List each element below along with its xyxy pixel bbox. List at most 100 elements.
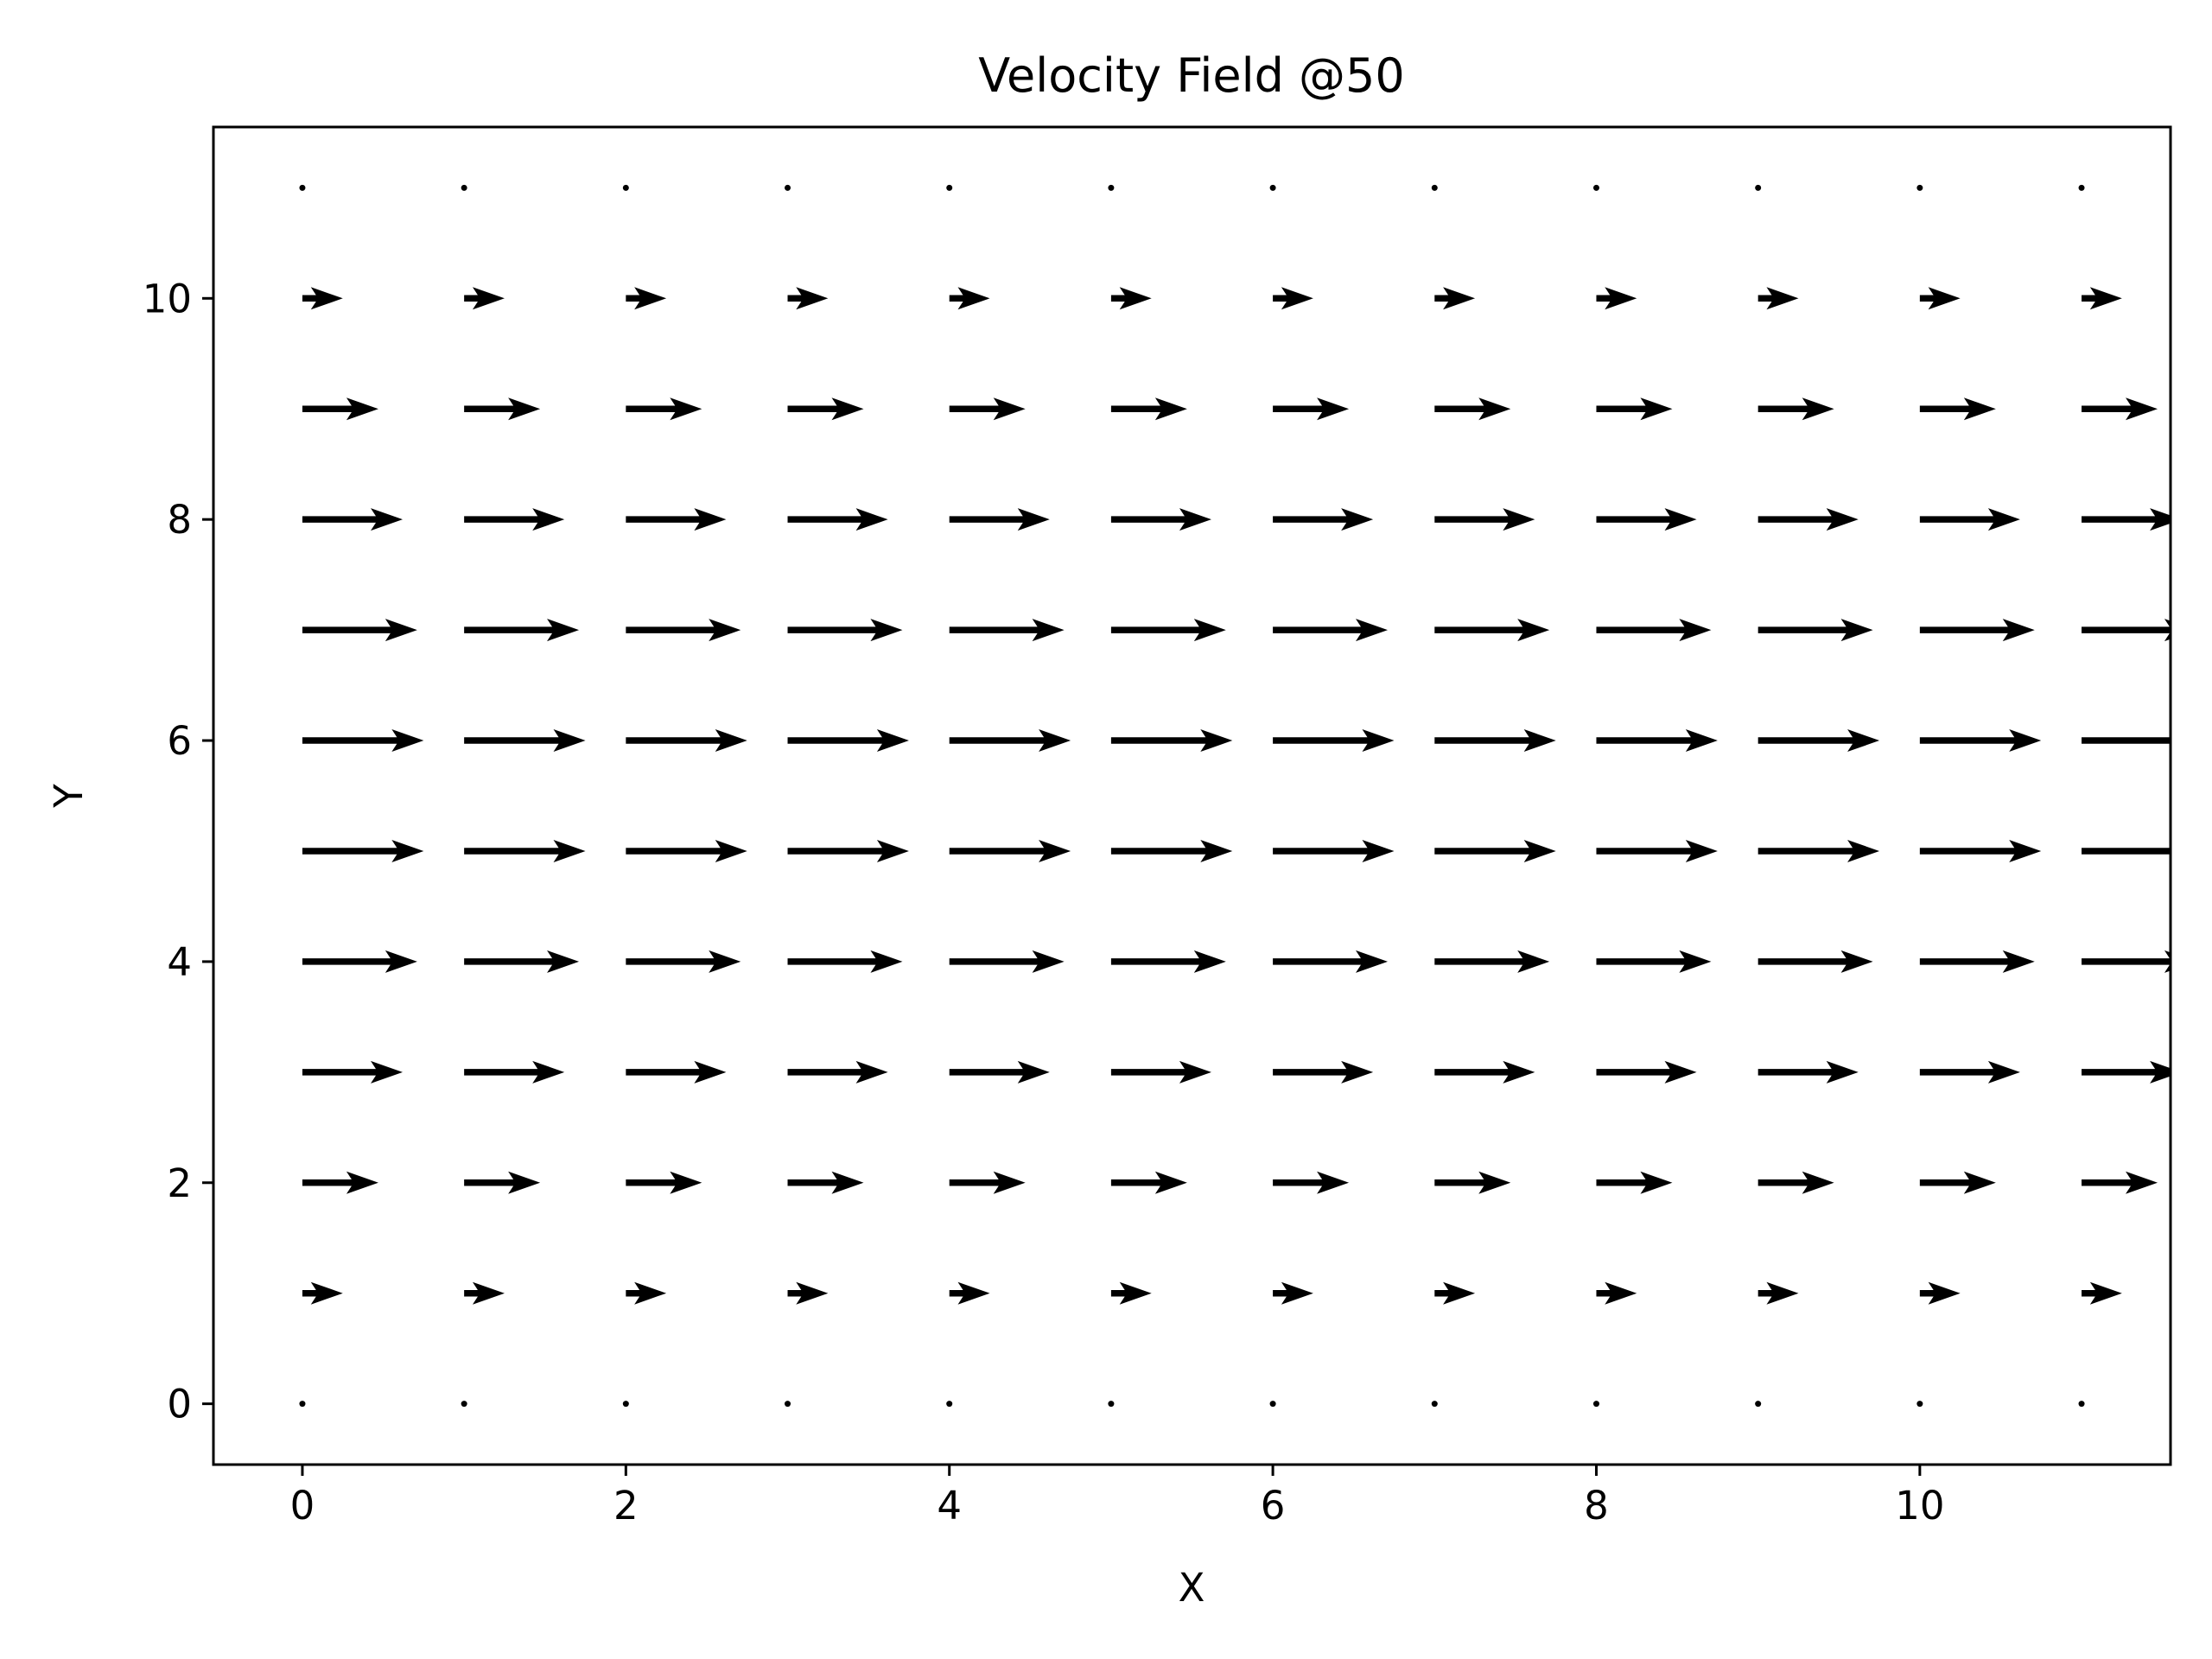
vector-arrow <box>1434 287 1476 310</box>
vector-arrow <box>787 1171 864 1194</box>
vector-arrow <box>2082 1281 2122 1305</box>
vector-arrow <box>626 1281 667 1305</box>
vector-arrow <box>1273 287 1313 310</box>
vector-arrow <box>464 1171 541 1194</box>
vector-arrow <box>1110 287 1152 310</box>
vector-arrow <box>1273 1281 1313 1305</box>
y-tick-label: 10 <box>143 276 192 321</box>
y-tick-label: 0 <box>167 1382 192 1427</box>
vector-dot <box>299 184 306 191</box>
vector-arrow <box>1273 950 1388 973</box>
vector-dot <box>299 1401 306 1408</box>
vector-arrow <box>302 729 424 753</box>
vector-dot <box>785 184 791 191</box>
vector-dot <box>1269 1401 1276 1408</box>
vector-arrow <box>464 619 580 642</box>
y-tick-label: 6 <box>167 718 192 764</box>
arrow-layer <box>299 184 2171 1408</box>
vector-arrow <box>949 619 1065 642</box>
x-tick-label: 4 <box>937 1483 962 1529</box>
vector-arrow <box>2082 287 2122 310</box>
vector-arrow <box>1596 397 1673 421</box>
vector-arrow <box>2082 1171 2158 1194</box>
vector-dot <box>1431 1401 1438 1408</box>
vector-arrow <box>949 1171 1026 1194</box>
x-axis-ticks: 0 2 4 6 8 10 <box>290 1465 1944 1529</box>
vector-arrow <box>626 729 747 753</box>
vector-dot <box>622 1401 629 1408</box>
vector-arrow <box>1758 619 1873 642</box>
vector-arrow <box>787 508 888 531</box>
vector-arrow <box>626 508 727 531</box>
vector-arrow <box>1110 397 1187 421</box>
vector-arrow <box>1273 1171 1350 1194</box>
vector-arrow <box>626 839 747 862</box>
vector-arrow <box>1434 508 1535 531</box>
vector-arrow <box>1110 839 1233 862</box>
x-tick-label: 2 <box>613 1483 639 1529</box>
vector-arrow <box>302 950 417 973</box>
vector-arrow <box>1919 1060 2020 1084</box>
x-tick-label: 8 <box>1584 1483 1609 1529</box>
y-tick-label: 2 <box>167 1160 192 1206</box>
vector-dot <box>461 1401 467 1408</box>
vector-dot <box>1592 1401 1599 1408</box>
vector-arrow <box>626 287 667 310</box>
vector-arrow <box>1273 729 1395 753</box>
vector-arrow <box>949 397 1026 421</box>
x-tick-label: 6 <box>1261 1483 1286 1529</box>
vector-arrow <box>464 1281 505 1305</box>
vector-arrow <box>2082 950 2171 973</box>
vector-arrow <box>1758 508 1859 531</box>
vector-arrow <box>626 1171 702 1194</box>
vector-arrow <box>1596 729 1718 753</box>
vector-arrow <box>1758 729 1880 753</box>
vector-arrow <box>1434 729 1556 753</box>
vector-dot <box>1108 1401 1115 1408</box>
vector-dot <box>1916 184 1923 191</box>
vector-arrow <box>1758 1060 1859 1084</box>
vector-arrow <box>302 619 417 642</box>
x-tick-label: 0 <box>290 1483 315 1529</box>
vector-arrow <box>464 508 565 531</box>
vector-dot <box>1269 184 1276 191</box>
vector-arrow <box>1110 508 1211 531</box>
vector-dot <box>946 1401 953 1408</box>
y-tick-label: 4 <box>167 939 192 985</box>
vector-dot <box>1755 184 1762 191</box>
vector-arrow <box>949 287 990 310</box>
vector-dot <box>622 184 629 191</box>
vector-arrow <box>464 1060 565 1084</box>
vector-dot <box>461 184 467 191</box>
vector-arrow <box>2082 737 2171 744</box>
plot-frame <box>212 125 2172 1466</box>
vector-arrow <box>787 287 829 310</box>
vector-arrow <box>302 1281 343 1305</box>
vector-arrow <box>626 950 741 973</box>
vector-arrow <box>1110 1060 1211 1084</box>
vector-arrow <box>1596 287 1637 310</box>
vector-arrow <box>1596 1281 1637 1305</box>
vector-arrow <box>2082 1060 2171 1084</box>
vector-arrow <box>1273 508 1374 531</box>
vector-arrow <box>949 729 1071 753</box>
vector-arrow <box>2082 397 2158 421</box>
vector-arrow <box>1758 839 1880 862</box>
vector-arrow <box>1434 1171 1511 1194</box>
vector-arrow <box>1273 1060 1374 1084</box>
vector-arrow <box>626 1060 727 1084</box>
vector-dot <box>2078 1401 2085 1408</box>
vector-arrow <box>464 950 580 973</box>
vector-arrow <box>1110 619 1226 642</box>
vector-arrow <box>1758 1171 1834 1194</box>
y-axis-ticks: 0 2 4 6 8 10 <box>143 276 213 1427</box>
vector-arrow <box>1273 397 1350 421</box>
vector-arrow <box>464 729 586 753</box>
vector-arrow <box>1596 619 1712 642</box>
vector-arrow <box>1434 1281 1476 1305</box>
vector-arrow <box>949 508 1050 531</box>
vector-arrow <box>949 839 1071 862</box>
vector-arrow <box>949 1060 1050 1084</box>
vector-arrow <box>949 1281 990 1305</box>
